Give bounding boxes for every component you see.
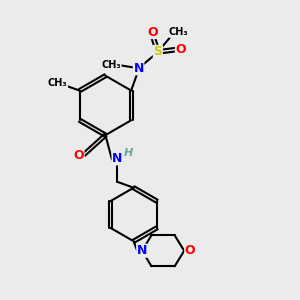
Text: O: O	[147, 26, 158, 38]
Text: N: N	[112, 152, 122, 165]
Text: H: H	[124, 148, 133, 158]
Text: CH₃: CH₃	[48, 78, 68, 88]
Text: O: O	[176, 43, 186, 56]
Text: CH₃: CH₃	[169, 27, 188, 37]
Text: N: N	[134, 62, 144, 75]
Text: CH₃: CH₃	[101, 60, 121, 70]
Text: S: S	[153, 45, 162, 58]
Text: N: N	[137, 244, 147, 257]
Text: O: O	[185, 244, 195, 257]
Text: O: O	[74, 148, 84, 162]
